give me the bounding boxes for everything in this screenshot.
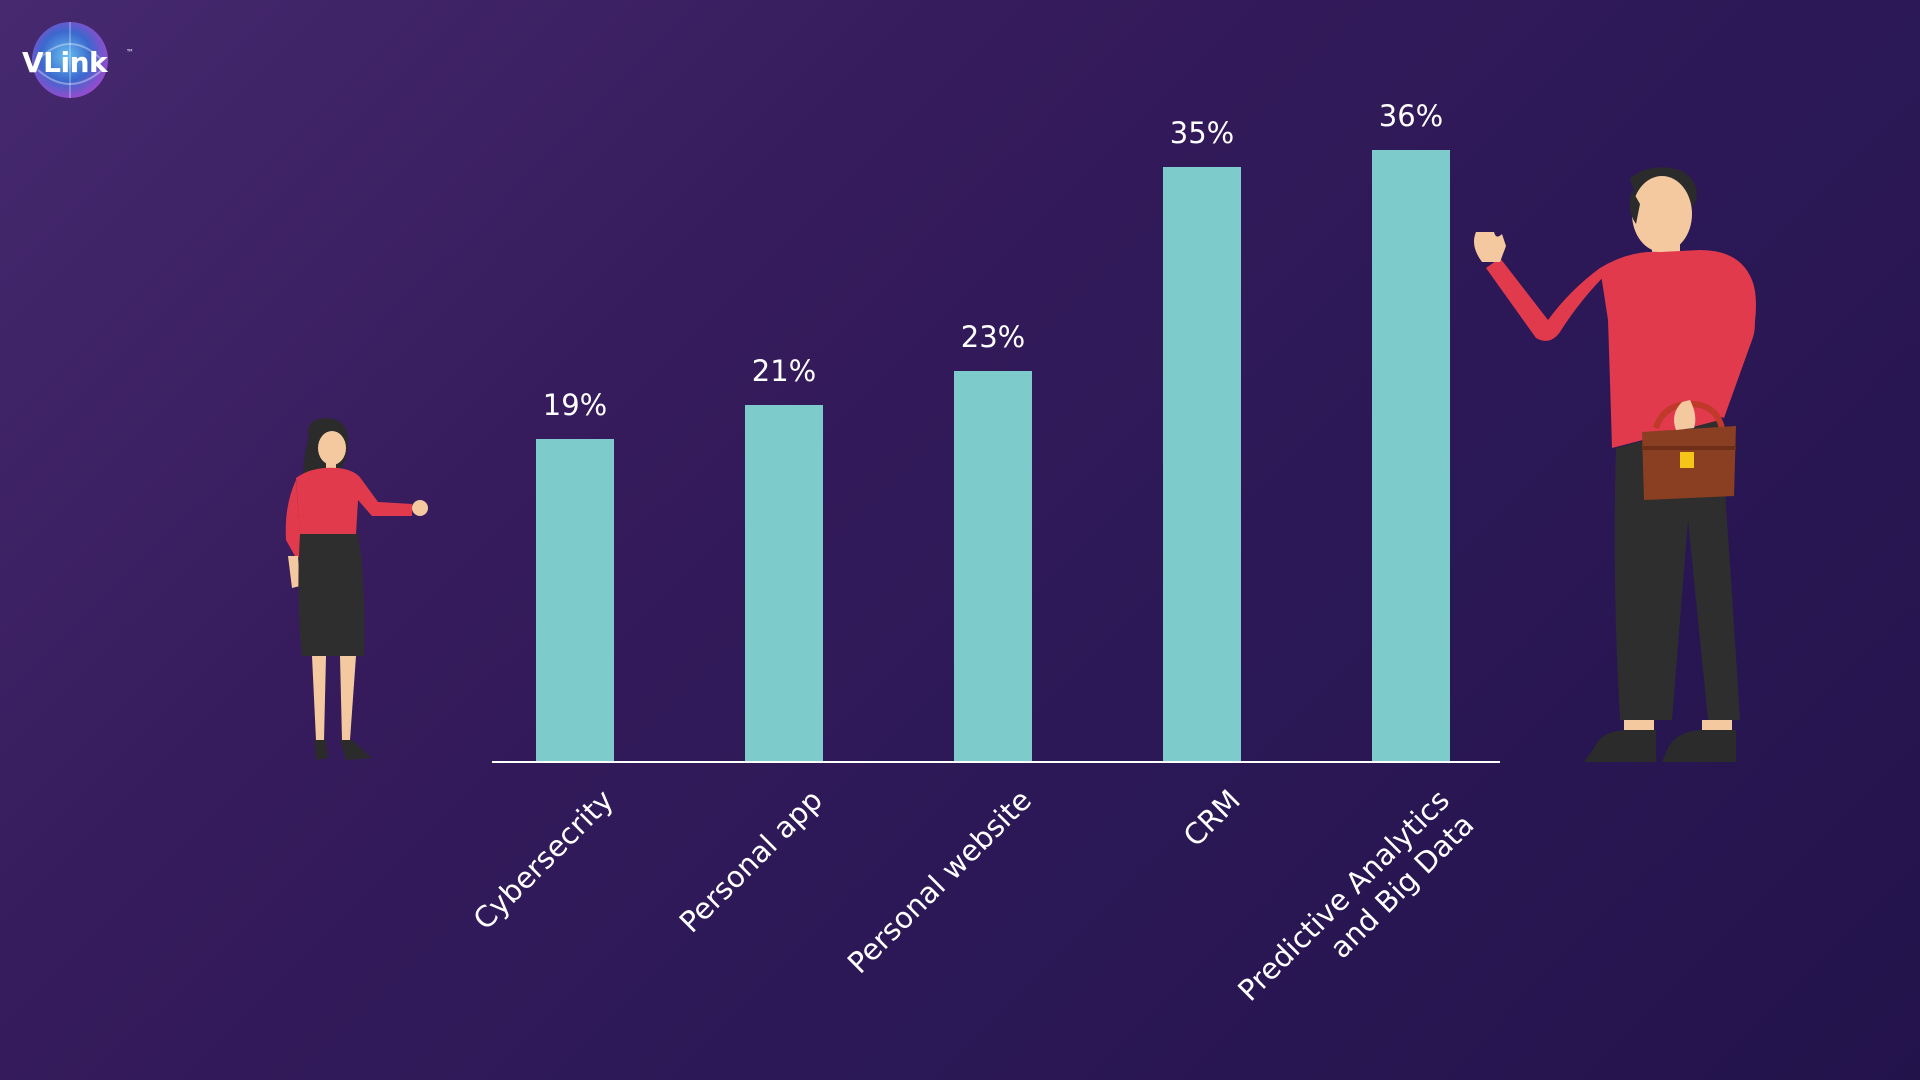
tick-label-2: Personal website: [841, 783, 1038, 980]
bar-3: [1163, 167, 1241, 762]
man-with-briefcase-figure: [1474, 167, 1756, 762]
brand-logo: VLink ™: [18, 18, 148, 108]
logo-wordmark: VLink: [22, 46, 108, 79]
tick-label-4: Predictive Analyticsand Big Data: [1231, 783, 1480, 1032]
tick-label-3: CRM: [1177, 783, 1247, 853]
tick-label-1: Personal app: [673, 783, 829, 939]
bar-0: [536, 439, 614, 762]
bar-2: [954, 371, 1032, 762]
value-label-1: 21%: [752, 354, 816, 388]
tick-label-0: Cybersecrity: [467, 783, 620, 936]
logo-globe-icon: [32, 22, 108, 98]
woman-figure: [285, 418, 428, 760]
bar-4: [1372, 150, 1450, 762]
value-labels-layer: 19% 21% 23% 35% 36%: [543, 99, 1443, 422]
value-label-0: 19%: [543, 388, 607, 422]
bar-1: [745, 405, 823, 762]
tick-label-line: Personal website: [841, 783, 1038, 980]
tick-label-line: Predictive Analytics: [1231, 783, 1456, 1008]
value-label-3: 35%: [1170, 116, 1234, 150]
tick-label-line: CRM: [1177, 783, 1247, 853]
bars-layer: [536, 150, 1450, 762]
value-label-2: 23%: [961, 320, 1025, 354]
tick-labels-layer: Cybersecrity Personal app Personal website…: [467, 783, 1481, 1032]
value-label-4: 36%: [1379, 99, 1443, 133]
tick-label-line: Cybersecrity: [467, 783, 620, 936]
tick-label-line: Personal app: [673, 783, 829, 939]
logo-trademark: ™: [126, 48, 134, 57]
